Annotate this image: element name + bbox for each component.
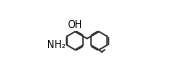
- Text: OH: OH: [68, 20, 83, 30]
- Text: NH₂: NH₂: [47, 40, 66, 50]
